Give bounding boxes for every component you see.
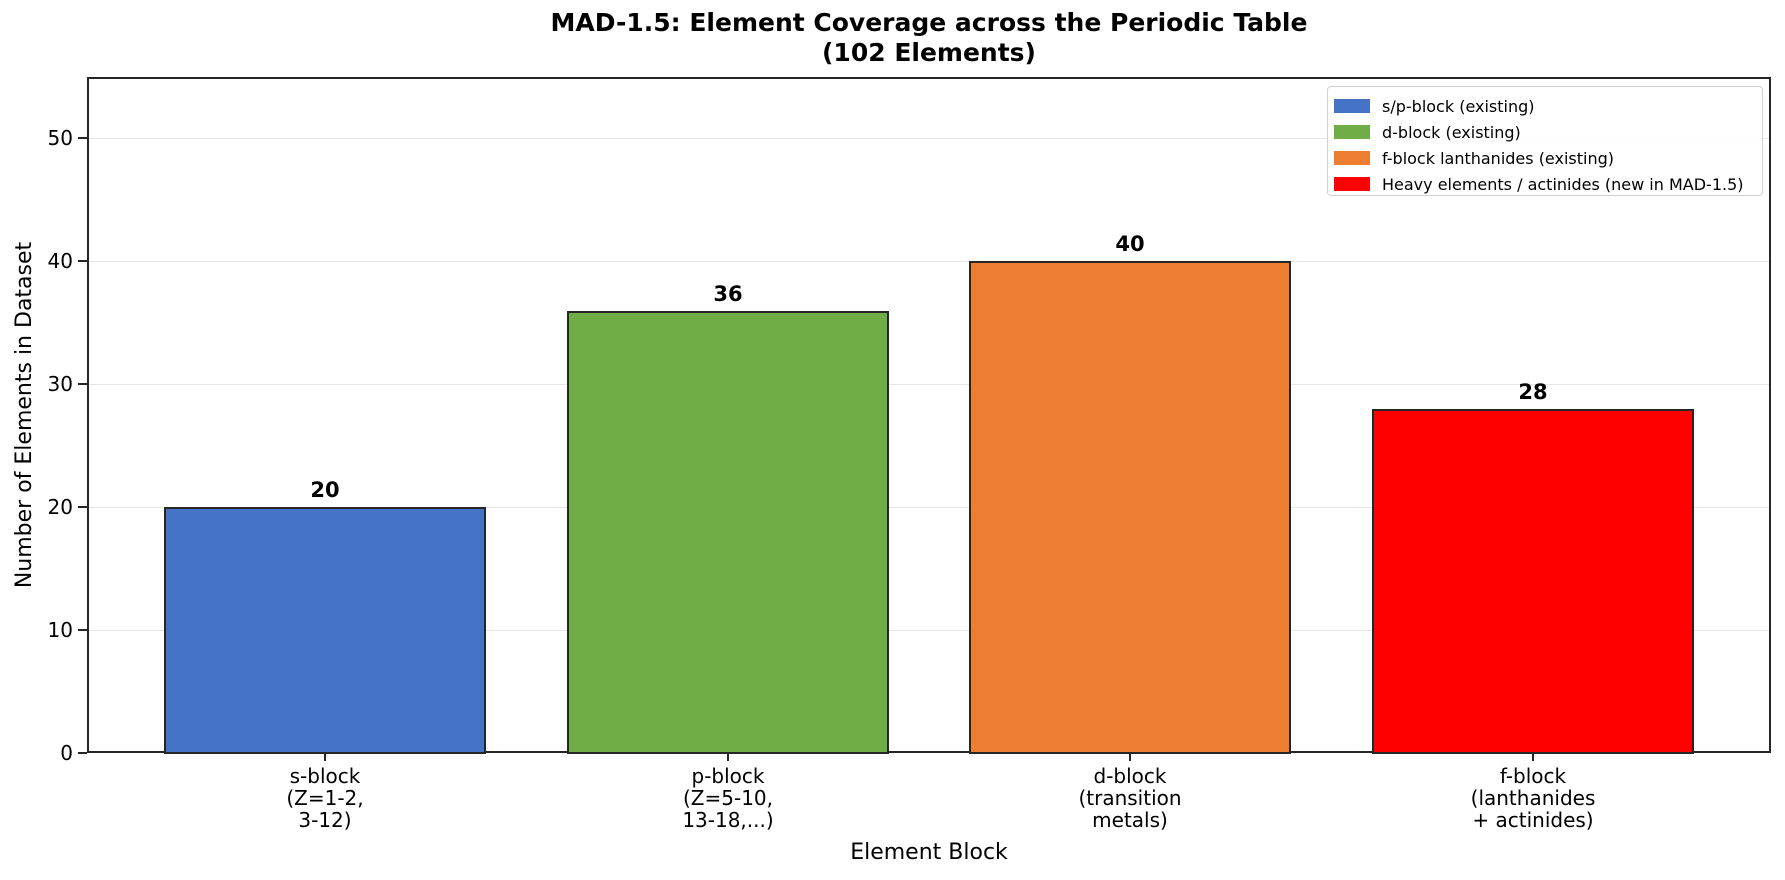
legend-label: s/p-block (existing) [1382,96,1535,116]
legend-label: d-block (existing) [1382,122,1521,142]
y-tick [78,383,87,386]
chart-title-line-1: MAD-1.5: Element Coverage across the Per… [550,8,1308,37]
legend-swatch-icon [1334,177,1370,191]
x-tick-label: s-block (Z=1-2, 3-12) [286,764,364,832]
gridline [87,507,1771,509]
y-tick [78,137,87,140]
bar-value-label: 28 [1518,379,1548,404]
y-tick-label: 0 [60,741,73,765]
y-tick [78,629,87,632]
legend-item: s/p-block (existing) [1334,93,1762,119]
y-tick-label: 40 [47,249,73,274]
chart-title: MAD-1.5: Element Coverage across the Per… [87,8,1771,68]
legend-item: d-block (existing) [1334,119,1762,145]
legend-swatch-icon [1334,151,1370,165]
y-tick [78,260,87,263]
bar-value-label: 36 [713,281,743,306]
legend-item: f-block lanthanides (existing) [1334,145,1762,171]
x-tick-label: p-block (Z=5-10, 13-18,...) [682,764,774,832]
x-tick-label: d-block (transition metals) [1078,764,1182,832]
x-tick [1129,753,1131,761]
bar-value-label: 40 [1115,232,1145,257]
y-tick-label: 30 [47,372,73,397]
x-axis-title: Element Block [850,840,1008,865]
x-tick [1532,753,1534,761]
gridline [87,261,1771,263]
y-tick [78,752,87,754]
y-tick-label: 10 [47,618,73,643]
bar [1372,408,1694,754]
plot-area [87,77,1771,753]
x-tick-label: f-block (lanthanides + actinides) [1470,764,1596,832]
bar [164,507,486,754]
x-tick [324,753,326,761]
gridline [87,384,1771,386]
bar [969,261,1291,754]
legend-label: Heavy elements / actinides (new in MAD-1… [1382,174,1744,194]
legend-swatch-icon [1334,99,1370,113]
legend-swatch-icon [1334,125,1370,139]
chart-title-line-2: (102 Elements) [822,38,1036,67]
x-tick [727,753,729,761]
y-tick [78,506,87,509]
y-tick-label: 20 [47,495,73,520]
y-axis-title: Number of Elements in Dataset [12,241,37,589]
gridline [87,138,1771,140]
legend-item: Heavy elements / actinides (new in MAD-1… [1334,171,1762,197]
legend-label: f-block lanthanides (existing) [1382,148,1614,168]
bar [567,310,889,754]
legend: s/p-block (existing) d-block (existing) f-… [1327,86,1763,196]
y-tick-label: 50 [47,126,73,151]
bar-value-label: 20 [310,478,340,503]
gridline [87,630,1771,632]
